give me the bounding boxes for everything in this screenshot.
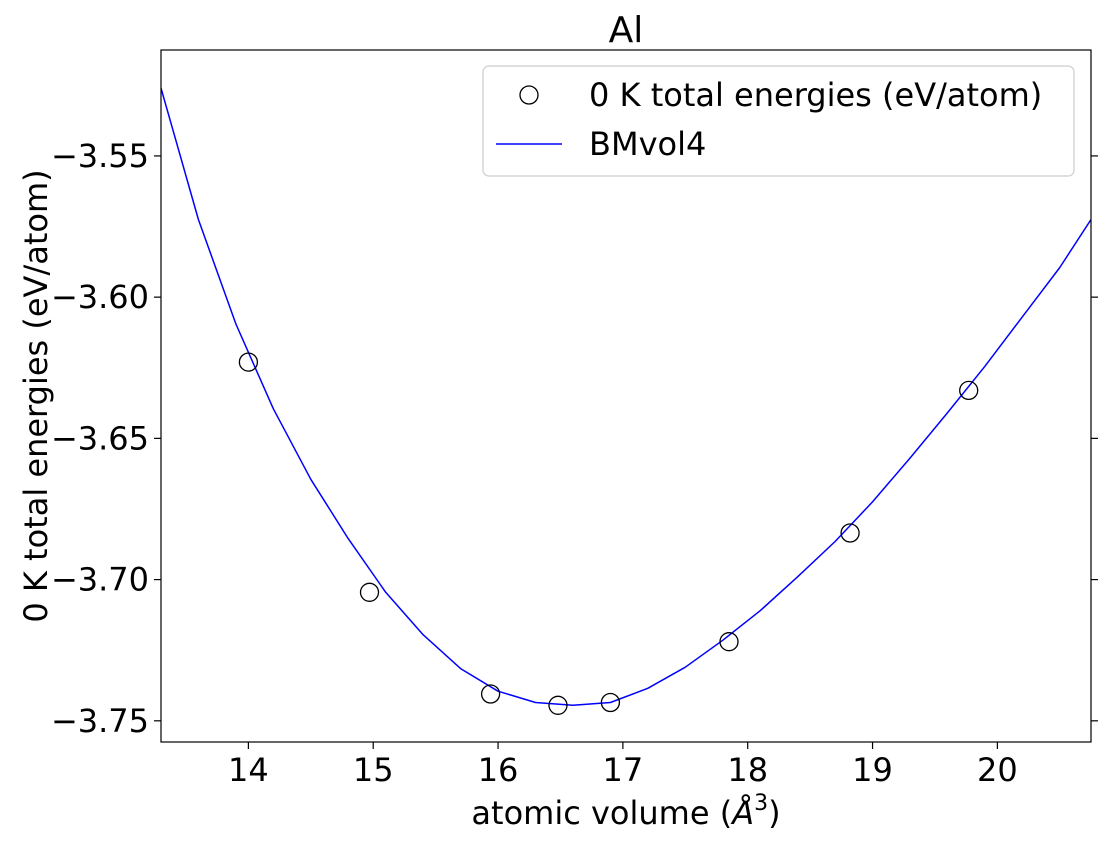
data-point [480, 684, 501, 704]
y-tick-label: −3.75 [51, 702, 149, 740]
y-tick-label: −3.60 [51, 278, 149, 316]
data-point [719, 632, 739, 652]
legend-label-line: BMvol4 [589, 125, 706, 163]
y-tick-label: −3.65 [51, 419, 149, 457]
legend-label-points: 0 K total energies (eV/atom) [589, 76, 1042, 114]
series-line-bmvol4 [161, 87, 1091, 707]
x-axis-label: atomic volume (Å3) [471, 791, 780, 832]
curve-layer [161, 87, 1091, 707]
y-axis: −3.55 −3.60 −3.65 −3.70 −3.75 [51, 137, 1098, 740]
y-axis-label: 0 K total energies (eV/atom) [17, 169, 55, 622]
x-axis-label-close: ) [768, 794, 780, 832]
legend: 0 K total energies (eV/atom) BMvol4 [482, 65, 1075, 177]
legend-box [482, 65, 1075, 177]
x-tick-label: 20 [977, 751, 1018, 789]
x-axis-label-exponent: 3 [754, 791, 768, 816]
data-point [600, 692, 621, 713]
chart-title: Al [609, 10, 644, 51]
x-axis-label-unit: Å [730, 794, 754, 832]
x-tick-label: 19 [852, 751, 893, 789]
points-layer [238, 352, 979, 715]
x-tick-label: 18 [727, 751, 768, 789]
data-point [359, 582, 380, 602]
x-axis-label-text: atomic volume ( [471, 794, 732, 832]
x-tick-label: 17 [603, 751, 644, 789]
x-tick-label: 14 [228, 751, 269, 789]
y-tick-label: −3.70 [51, 561, 149, 599]
x-axis: 14 15 16 17 18 19 20 [228, 742, 1018, 789]
data-point [959, 380, 979, 401]
x-tick-label: 16 [478, 751, 519, 789]
data-point [238, 352, 259, 372]
data-point [548, 695, 568, 715]
plot-frame [160, 49, 1092, 743]
y-tick-label: −3.55 [51, 137, 149, 175]
data-point [840, 523, 860, 543]
x-tick-label: 15 [353, 751, 394, 789]
legend-marker-points [519, 85, 539, 105]
